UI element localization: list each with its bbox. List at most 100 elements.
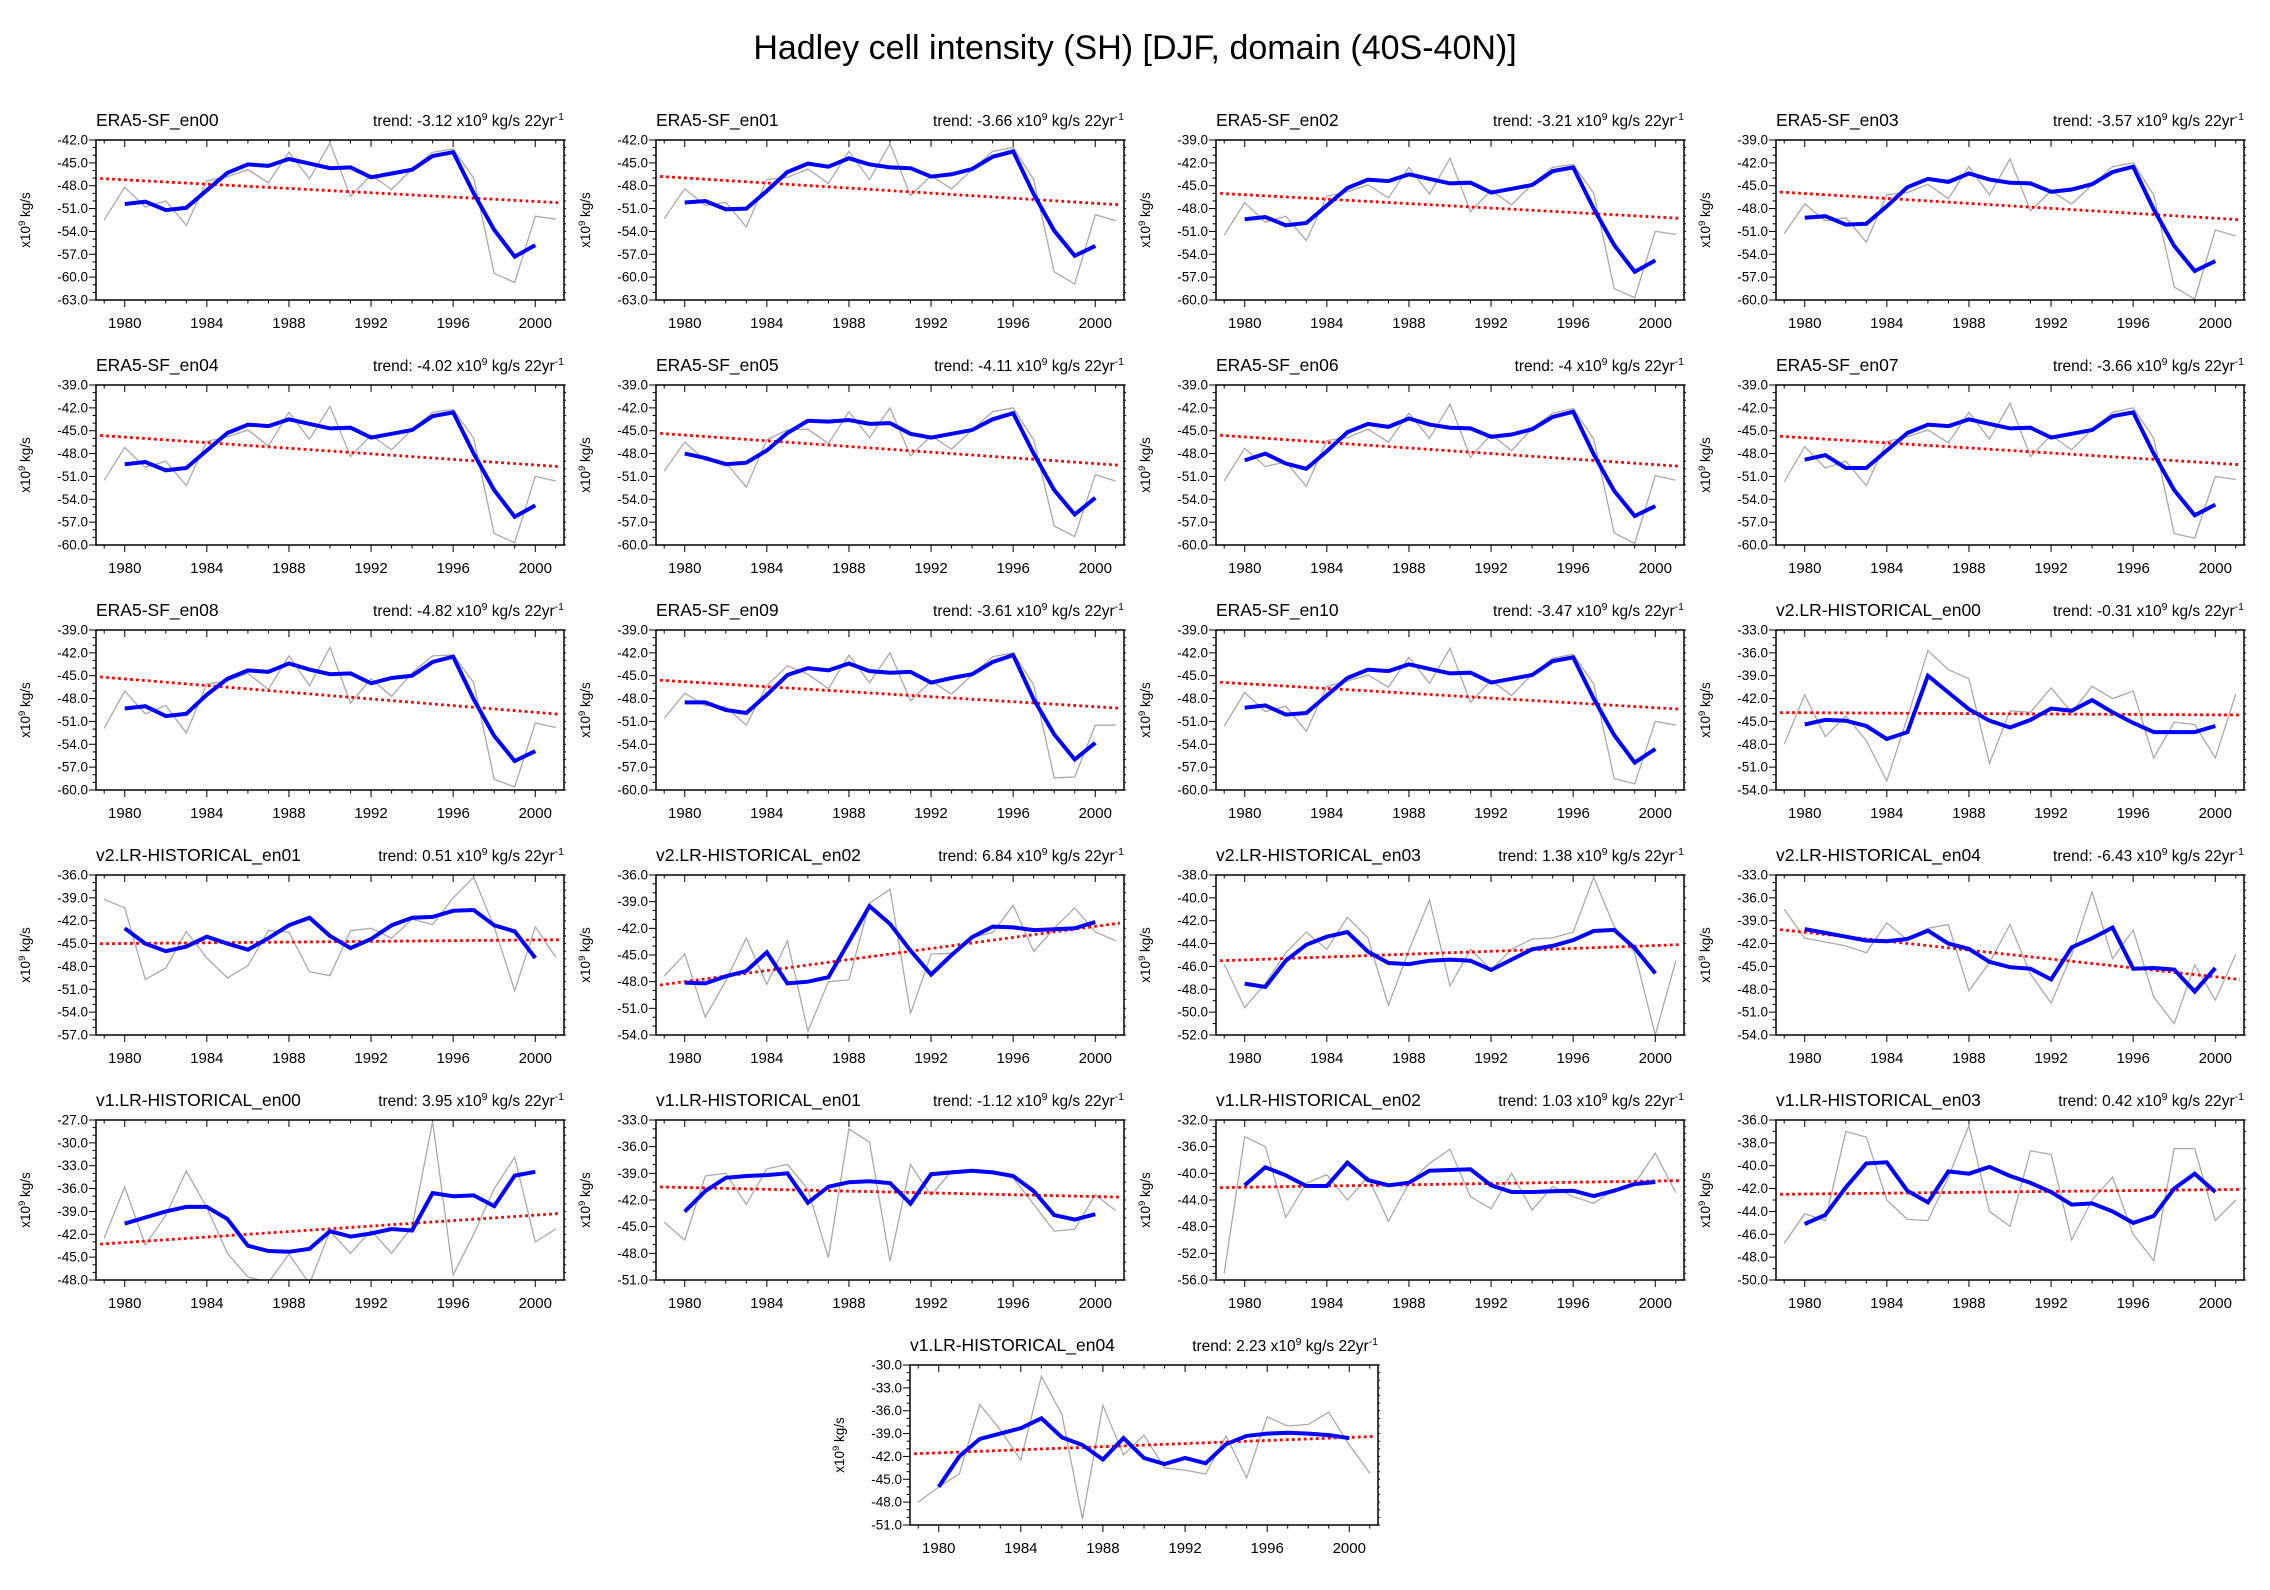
y-tick-label: -42.0 [1737,155,1768,170]
axis-ticks [649,874,1126,1042]
x-tick-label: 1992 [2034,1295,2067,1312]
axis-ticks [649,384,1126,552]
y-axis-unit-label: x109 kg/s [1697,437,1713,493]
plot-frame [655,874,1125,1036]
panel-title: ERA5-SF_en02 [1216,110,1339,131]
y-tick-label: -39.0 [1177,623,1208,638]
y-tick-label: -57.0 [57,247,88,262]
y-tick-label: -36.0 [57,868,88,883]
y-tick-label: -36.0 [1737,1113,1768,1128]
trend-line [100,177,560,205]
x-tick-label: 2000 [2199,560,2232,577]
y-tick-label: -45.0 [57,936,88,951]
y-tick-label: -46.0 [1737,1227,1768,1242]
y-axis-unit-label: x109 kg/s [1697,682,1713,738]
x-tick-label: 1988 [832,560,865,577]
panel-title: v1.LR-HISTORICAL_en03 [1776,1090,1981,1111]
x-tick-label: 2000 [2199,315,2232,332]
y-tick-label: -42.0 [617,133,648,148]
panel-title: ERA5-SF_en01 [656,110,779,131]
trend-line [99,675,561,716]
x-tick-label: 1996 [1556,805,1589,822]
y-tick-label: -60.0 [1737,293,1768,308]
y-tick-label: -48.0 [1737,1250,1768,1265]
y-tick-label: -51.0 [617,1001,648,1016]
y-tick-label: -38.0 [1737,1135,1768,1150]
y-tick-label: -39.0 [617,1166,648,1181]
y-axis-unit-label: x109 kg/s [17,437,33,493]
y-tick-label: -57.0 [1737,270,1768,285]
x-tick-label: 1992 [354,1295,387,1312]
x-tick-label: 1984 [750,805,783,822]
y-tick-label: -51.0 [617,201,648,216]
panel-trend-label: trend: -0.31 x109 kg/s 22yr-1 [2053,601,2244,620]
raw-series-line [1783,649,2237,783]
raw-series-line [1783,401,2236,539]
x-tick-label: 2000 [1639,1295,1672,1312]
y-tick-label: -39.0 [1737,668,1768,683]
panel-trend-label: trend: -1.12 x109 kg/s 22yr-1 [933,1091,1124,1110]
trend-line [1220,943,1680,963]
y-tick-label: -54.0 [1177,247,1208,262]
smoothed-series-line [684,652,1097,763]
panel-title: v1.LR-HISTORICAL_en04 [910,1335,1115,1356]
x-tick-label: 1992 [1474,560,1507,577]
panel-title: v1.LR-HISTORICAL_en00 [96,1090,301,1111]
x-tick-label: 1980 [108,1050,141,1067]
x-tick-label: 1984 [190,1295,223,1312]
y-tick-label: -60.0 [617,783,648,798]
smoothed-series-line [684,410,1097,518]
panel-trend-label: trend: -4.02 x109 kg/s 22yr-1 [373,356,564,375]
y-tick-label: -48.0 [617,178,648,193]
panel-trend-label: trend: -4 x109 kg/s 22yr-1 [1515,356,1685,375]
x-tick-label: 1984 [1004,1540,1037,1557]
plot-frame [655,384,1125,546]
x-tick-label: 1988 [832,315,865,332]
panel-title: v2.LR-HISTORICAL_en03 [1216,845,1421,866]
x-tick-label: 1988 [272,315,305,332]
y-tick-label: -39.0 [57,378,88,393]
y-tick-label: -36.0 [617,1139,648,1154]
y-tick-label: -40.0 [1177,1166,1208,1181]
panel-title: ERA5-SF_en10 [1216,600,1339,621]
x-tick-label: 1984 [1310,560,1343,577]
y-tick-label: -45.0 [57,423,88,438]
trend-line [1220,680,1680,711]
panel-ERA5-SF_en07: -39.0 -42.0 -45.0 -48.0 -51.0 -54.0 -57.0 -60.0… [1697,355,2246,577]
y-tick-label: -42.0 [617,1193,648,1208]
x-tick-label: 2000 [519,315,552,332]
y-tick-label: -36.0 [617,868,648,883]
panel-trend-label: trend: 3.95 x109 kg/s 22yr-1 [378,1091,564,1110]
smoothed-series-line [1804,164,2217,274]
y-axis-unit-label: x109 kg/s [17,1172,33,1228]
y-tick-label: -51.0 [1177,469,1208,484]
x-tick-label: 1988 [1086,1540,1119,1557]
y-tick-label: -51.0 [57,714,88,729]
panel-v1.LR-HISTORICAL_en00: -27.0 -30.0 -33.0 -36.0 -39.0 -42.0 -45.0 -48.0… [17,1090,566,1312]
y-tick-label: -57.0 [57,760,88,775]
y-tick-label: -54.0 [1737,1028,1768,1043]
x-tick-label: 1988 [1952,1295,1985,1312]
y-tick-label: -48.0 [57,691,88,706]
panel-trend-label: trend: -3.47 x109 kg/s 22yr-1 [1493,601,1684,620]
panel-trend-label: trend: -3.57 x109 kg/s 22yr-1 [2053,111,2244,130]
plot-frame [1775,874,2245,1036]
y-tick-label: -60.0 [57,783,88,798]
x-tick-label: 1988 [1952,315,1985,332]
x-tick-label: 1984 [750,560,783,577]
y-axis-unit-label: x109 kg/s [577,437,593,493]
x-tick-label: 1984 [1870,1050,1903,1067]
y-tick-label: -39.0 [1177,133,1208,148]
y-tick-label: -39.0 [617,378,648,393]
panel-title: v2.LR-HISTORICAL_en02 [656,845,861,866]
y-tick-label: -48.0 [1737,201,1768,216]
trend-line [1220,433,1680,468]
trend-line [1780,1188,2240,1196]
x-tick-label: 1988 [832,1050,865,1067]
trend-line [914,1435,1374,1456]
y-tick-label: -54.0 [1737,492,1768,507]
x-tick-label: 1996 [436,315,469,332]
y-tick-label: -51.0 [617,469,648,484]
plot-frame [1775,139,2245,301]
y-tick-label: -60.0 [57,270,88,285]
